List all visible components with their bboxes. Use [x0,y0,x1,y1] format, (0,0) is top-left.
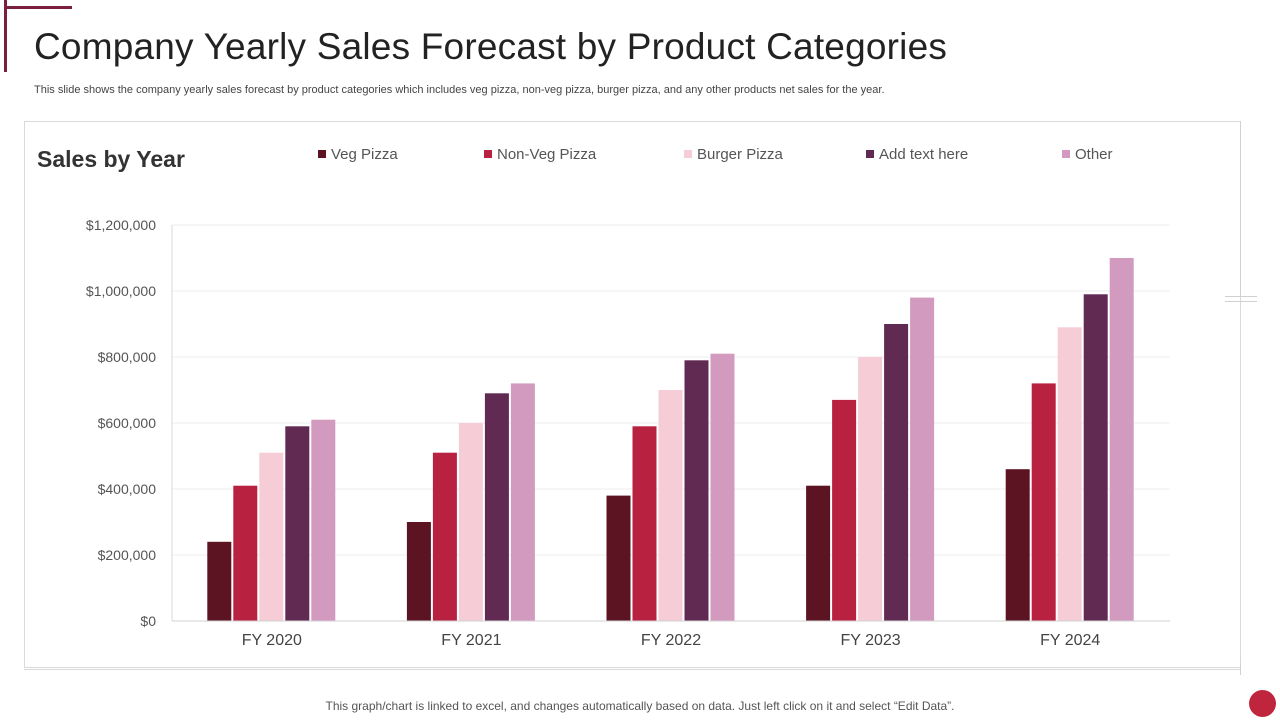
slide-title: Company Yearly Sales Forecast by Product… [34,26,948,67]
corner-accent-horizontal [4,6,72,9]
bar [1109,258,1134,621]
bar [1031,383,1056,621]
x-tick-label: FY 2021 [441,632,501,649]
bars [207,258,1134,621]
bar [832,399,857,621]
y-tick-label: $800,000 [98,349,157,365]
legend-label: Veg Pizza [331,146,398,163]
frame-decoration-vertical [1240,121,1241,297]
chart-title: Sales by Year [37,146,185,172]
bottom-divider [24,669,1241,670]
bottom-divider-tick [1240,663,1241,675]
legend-swatch [866,150,874,158]
bar [233,485,258,621]
chart-frame[interactable] [24,121,1241,668]
bar [1083,294,1108,621]
bar [1057,327,1082,621]
bar [858,357,883,621]
bar [1005,469,1030,621]
bar [658,390,683,621]
y-tick-label: $600,000 [98,415,157,431]
legend-swatch [484,150,492,158]
y-tick-label: $200,000 [98,547,157,563]
frame-decoration-horizontal [1225,296,1257,297]
bar [606,495,631,621]
y-tick-label: $400,000 [98,481,157,497]
x-axis: FY 2020 FY 2021 FY 2022 FY 2023 FY 2024 [172,620,1170,649]
bar [207,541,232,621]
y-tick-label: $0 [140,613,156,629]
y-tick-label: $1,000,000 [86,283,156,299]
x-tick-label: FY 2022 [641,632,701,649]
slide-subtitle: This slide shows the company yearly sale… [34,84,885,96]
bar [632,426,657,621]
legend-swatch [318,150,326,158]
bar [910,297,935,621]
legend-label: Burger Pizza [697,146,784,163]
bar [432,452,457,621]
legend-swatch [1062,150,1070,158]
frame-decoration-horizontal [1225,301,1257,302]
legend: Veg Pizza Non-Veg Pizza Burger Pizza Add te… [318,146,1113,163]
bar [406,522,431,621]
x-tick-label: FY 2024 [1040,632,1100,649]
bar [510,383,535,621]
legend-swatch [684,150,692,158]
footer-note: This graph/chart is linked to excel, and… [325,699,955,713]
bar [484,393,509,621]
y-tick-label: $1,200,000 [86,217,156,233]
x-tick-label: FY 2020 [242,632,302,649]
bar [684,360,709,621]
bar [259,452,284,621]
legend-label: Add text here [879,146,968,163]
legend-label: Other [1075,146,1113,163]
corner-accent-vertical [4,0,7,72]
bar [458,423,483,621]
bar [710,353,735,621]
bar [311,419,336,621]
bar [884,324,909,621]
bar [285,426,310,621]
legend-label: Non-Veg Pizza [497,146,597,163]
bar [806,485,831,621]
x-tick-label: FY 2023 [840,632,900,649]
action-button[interactable] [1249,690,1276,717]
y-axis: $0 $200,000 $400,000 $600,000 $800,000 $1,000… [86,217,173,629]
